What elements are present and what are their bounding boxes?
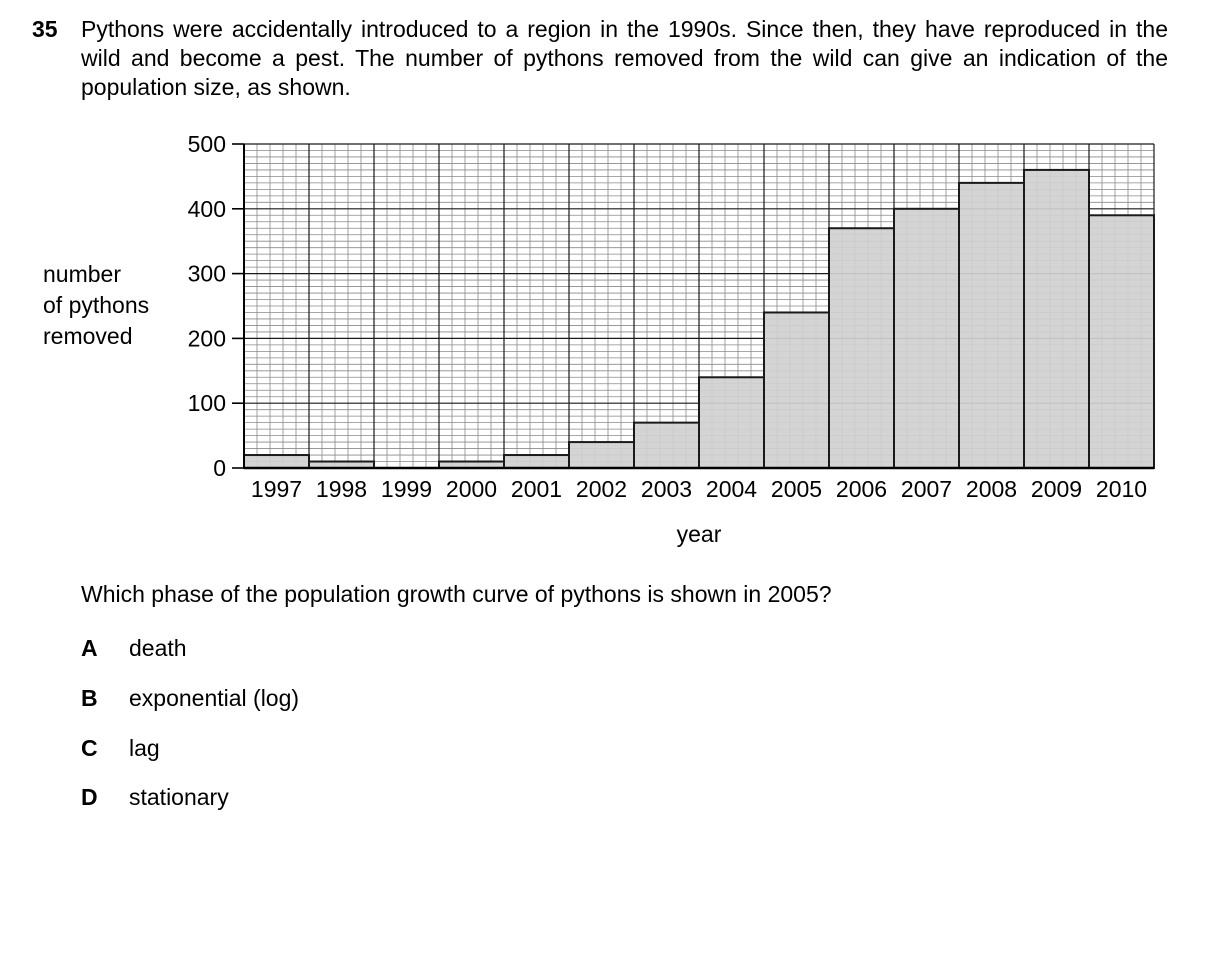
x-tick-label: 2001 <box>511 476 562 502</box>
x-tick-label: 2009 <box>1031 476 1082 502</box>
axes <box>243 144 1154 470</box>
x-axis-label: year <box>677 521 722 547</box>
y-tick-label: 500 <box>188 131 226 157</box>
bar-2009 <box>1023 168 1090 469</box>
bar-2003 <box>633 421 700 470</box>
x-tick-label: 2003 <box>641 476 692 502</box>
bar-2008 <box>958 181 1025 469</box>
y-axis-label-line-2: of pythons <box>43 292 150 318</box>
x-tick-label: 2004 <box>706 476 757 502</box>
bar-chart: 0 100 200 300 400 500 1997 1998 1999 2000 2001 200… <box>188 131 1155 547</box>
bar-2004 <box>698 376 765 469</box>
y-tick-label: 300 <box>188 261 226 287</box>
x-tick-labels: 1997 1998 1999 2000 2001 2002 2003 2004 2005 2006… <box>251 476 1147 502</box>
bar-2001 <box>503 454 570 470</box>
question-stem: Pythons were accidentally introduced to … <box>81 16 1168 100</box>
bar-2006 <box>828 227 895 469</box>
option-text: lag <box>129 735 160 761</box>
y-tick-label: 200 <box>188 325 226 351</box>
bar-2005 <box>763 311 830 470</box>
x-tick-label: 2008 <box>966 476 1017 502</box>
question-prompt: Which phase of the population growth cur… <box>81 581 832 607</box>
y-axis-label-line-1: number <box>43 261 121 287</box>
x-tick-label: 1999 <box>381 476 432 502</box>
bar-2007 <box>893 207 960 470</box>
x-tick-label: 1997 <box>251 476 302 502</box>
y-axis-label: number of pythons removed <box>43 259 149 352</box>
option-text: exponential (log) <box>129 685 300 711</box>
x-tick-label: 2010 <box>1096 476 1147 502</box>
option-letter: B <box>81 685 98 711</box>
y-tick-label: 0 <box>213 455 226 481</box>
bar-1997 <box>243 454 310 470</box>
option-letter: C <box>81 735 98 761</box>
x-tick-label: 2002 <box>576 476 627 502</box>
question-number: 35 <box>32 16 58 42</box>
x-tick-label: 2007 <box>901 476 952 502</box>
option-letter: D <box>81 784 98 810</box>
bar-2010 <box>1088 214 1155 469</box>
x-tick-label: 2000 <box>446 476 497 502</box>
y-tick-label: 400 <box>188 196 226 222</box>
y-axis-label-line-3: removed <box>43 323 133 349</box>
bar-2002 <box>568 441 635 469</box>
y-tick-labels: 0 100 200 300 400 500 <box>188 131 244 481</box>
option-text: stationary <box>129 784 229 810</box>
y-tick-label: 100 <box>188 390 226 416</box>
x-tick-label: 2005 <box>771 476 822 502</box>
option-text: death <box>129 635 187 661</box>
x-tick-label: 1998 <box>316 476 367 502</box>
bars <box>243 168 1155 470</box>
x-tick-label: 2006 <box>836 476 887 502</box>
option-letter: A <box>81 635 98 661</box>
